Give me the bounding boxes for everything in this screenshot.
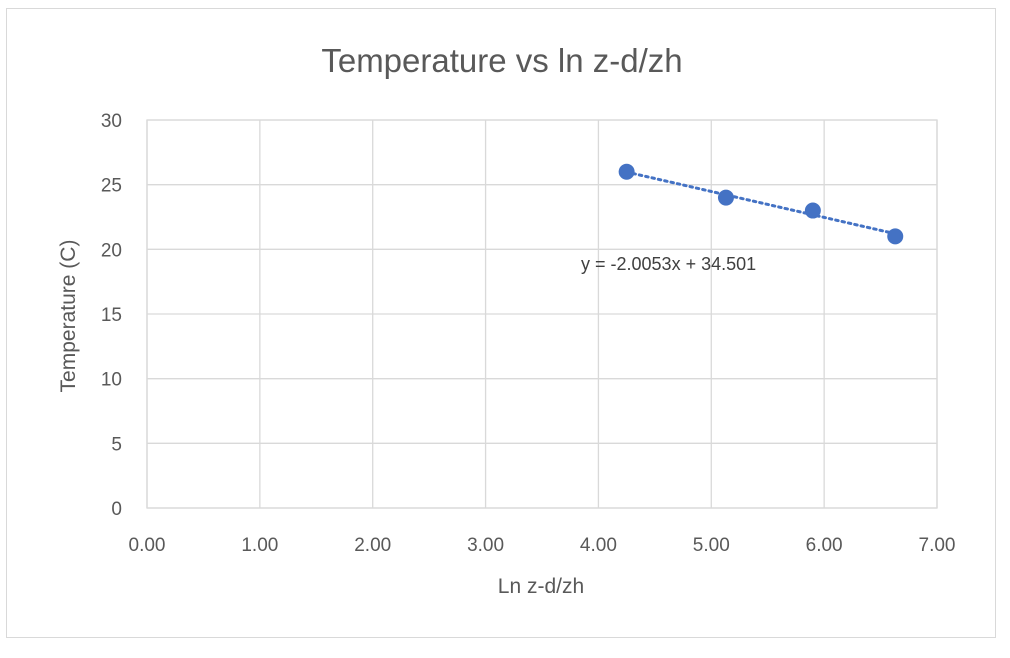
- x-tick-label: 3.00: [467, 535, 504, 556]
- x-tick-label: 1.00: [241, 535, 278, 556]
- y-tick-label: 30: [101, 111, 122, 132]
- plot-area-border: [146, 119, 938, 509]
- x-tick-label: 4.00: [580, 535, 617, 556]
- chart-title: Temperature vs ln z-d/zh: [321, 42, 682, 79]
- data-point: [804, 202, 821, 219]
- data-points: [618, 163, 904, 245]
- y-tick-label: 5: [111, 434, 122, 455]
- x-axis-title: Ln z-d/zh: [498, 575, 584, 598]
- gridlines: [146, 119, 938, 509]
- x-tick-label: 7.00: [919, 535, 956, 556]
- x-tick-label: 2.00: [354, 535, 391, 556]
- y-tick-label: 0: [111, 499, 122, 520]
- x-tick-label: 5.00: [693, 535, 730, 556]
- x-tick-label: 6.00: [806, 535, 843, 556]
- x-tick-label: 0.00: [129, 535, 166, 556]
- data-point: [717, 189, 734, 206]
- redaction-patch: [544, 553, 642, 575]
- trendline: [625, 170, 897, 236]
- trendline-equation: y = -2.0053x + 34.501: [581, 254, 756, 274]
- y-axis-title: Temperature (C): [57, 240, 80, 393]
- data-point: [887, 228, 904, 245]
- y-tick-label: 10: [101, 370, 122, 391]
- data-point: [618, 163, 635, 180]
- y-tick-label: 20: [101, 240, 122, 261]
- y-tick-label: 25: [101, 176, 122, 197]
- y-tick-label: 15: [101, 305, 122, 326]
- trendline-line: [625, 170, 897, 236]
- tick-labels: 0.00 1.00 2.00 3.00 4.00 5.00 6.00 7.00 0 5 10 15 20…: [101, 111, 956, 556]
- chart-area: [6, 8, 996, 638]
